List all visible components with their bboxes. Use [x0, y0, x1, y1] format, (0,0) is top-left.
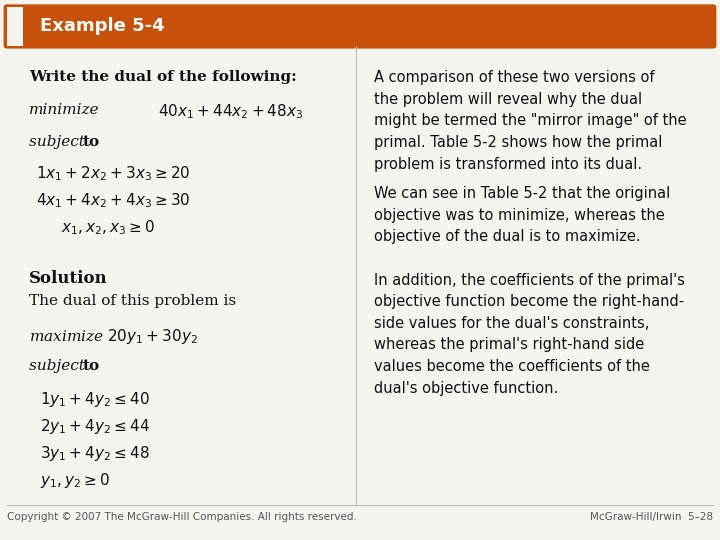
- Text: $2y_1 + 4y_2 \leq 44$: $2y_1 + 4y_2 \leq 44$: [40, 417, 150, 436]
- Text: subject: subject: [29, 359, 89, 373]
- FancyBboxPatch shape: [4, 4, 716, 49]
- Text: $4x_1 + 4x_2 + 4x_3 \geq 30$: $4x_1 + 4x_2 + 4x_3 \geq 30$: [36, 192, 190, 211]
- Text: $y_1, y_2 \geq 0$: $y_1, y_2 \geq 0$: [40, 471, 109, 490]
- Text: In addition, the coefficients of the primal's
objective function become the righ: In addition, the coefficients of the pri…: [374, 273, 685, 396]
- Text: McGraw-Hill/Irwin  5–28: McGraw-Hill/Irwin 5–28: [590, 512, 713, 522]
- Text: subject: subject: [29, 135, 89, 149]
- Text: to: to: [83, 135, 100, 149]
- Text: $x_1, x_2, x_3 \geq 0$: $x_1, x_2, x_3 \geq 0$: [61, 219, 156, 238]
- Text: We can see in Table 5-2 that the original
objective was to minimize, whereas the: We can see in Table 5-2 that the origina…: [374, 186, 670, 245]
- Text: $40x_1 + 44x_2 + 48x_3$: $40x_1 + 44x_2 + 48x_3$: [158, 103, 304, 122]
- Text: Example 5-4: Example 5-4: [40, 17, 164, 36]
- Text: $3y_1 + 4y_2 \leq 48$: $3y_1 + 4y_2 \leq 48$: [40, 444, 149, 463]
- Text: Solution: Solution: [29, 270, 107, 287]
- Text: Write the dual of the following:: Write the dual of the following:: [29, 70, 297, 84]
- Text: to: to: [83, 359, 100, 373]
- Text: The dual of this problem is: The dual of this problem is: [29, 294, 236, 308]
- Text: A comparison of these two versions of
the problem will reveal why the dual
might: A comparison of these two versions of th…: [374, 70, 687, 172]
- Text: $1x_1 + 2x_2 + 3x_3 \geq 20$: $1x_1 + 2x_2 + 3x_3 \geq 20$: [36, 165, 190, 184]
- Text: minimize: minimize: [29, 103, 99, 117]
- Text: maximize $20y_1 + 30y_2$: maximize $20y_1 + 30y_2$: [29, 327, 197, 346]
- Bar: [7, 7, 23, 46]
- Text: $1y_1 + 4y_2 \leq 40$: $1y_1 + 4y_2 \leq 40$: [40, 390, 149, 409]
- Text: Copyright © 2007 The McGraw-Hill Companies. All rights reserved.: Copyright © 2007 The McGraw-Hill Compani…: [7, 512, 357, 522]
